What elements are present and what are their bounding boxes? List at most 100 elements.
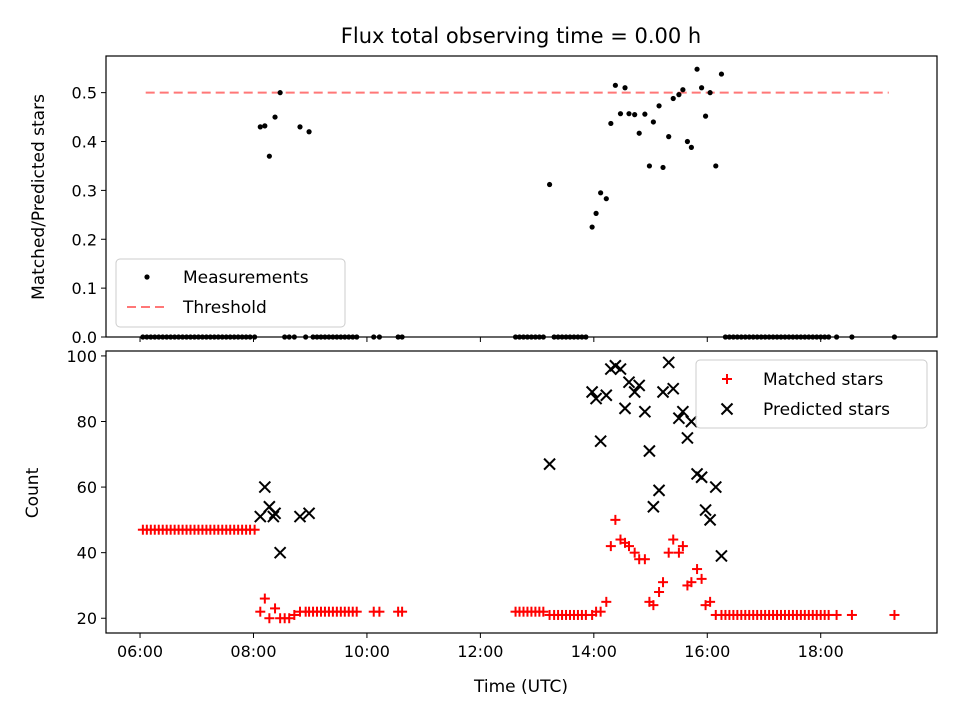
predicted-star-points — [254, 356, 728, 563]
bottom-y-axis-label: Count — [23, 467, 43, 518]
measurement-point — [790, 334, 796, 340]
measurement-point — [235, 334, 241, 340]
predicted-star-point — [628, 385, 641, 399]
measurement-point — [272, 114, 278, 120]
measurement-point — [303, 334, 309, 340]
predicted-star-point-b — [681, 431, 694, 445]
predicted-star-point-b — [676, 405, 690, 418]
measurement-point — [187, 334, 194, 340]
predicted-star-point-b — [656, 385, 670, 399]
measurement-point — [718, 71, 725, 77]
predicted-star-point — [638, 405, 652, 418]
bottom-x-tick-label: 06:00 — [117, 642, 163, 661]
matched-star-point — [270, 603, 281, 614]
measurement-point — [160, 334, 166, 340]
measurement-point — [354, 334, 360, 340]
matched-star-point — [351, 606, 362, 617]
predicted-star-point-b — [638, 405, 652, 418]
matched-star-point — [654, 587, 665, 598]
measurement-point — [742, 334, 748, 340]
measurement-point — [516, 334, 523, 340]
measurement-point — [532, 334, 538, 340]
top-y-tick-label: 0.4 — [72, 133, 97, 152]
predicted-star-point-b — [643, 444, 656, 458]
measurement-point — [297, 124, 303, 130]
measurement-point — [646, 163, 653, 169]
measurement-point — [144, 334, 150, 340]
measurement-point — [593, 210, 599, 216]
measurement-point — [754, 334, 760, 340]
measurement-point — [849, 334, 855, 340]
bottom-y-tick-label: 20 — [77, 609, 97, 628]
measurement-point — [722, 334, 729, 340]
matched-star-point — [889, 609, 900, 620]
predicted-star-point-b — [268, 507, 282, 520]
bottom-legend: Matched stars Predicted stars — [695, 359, 928, 429]
matched-star-point — [374, 606, 385, 617]
matched-star-point — [677, 541, 688, 552]
measurement-point — [632, 112, 638, 118]
measurement-point — [559, 334, 565, 340]
measurement-point — [399, 334, 405, 340]
bottom-y-tick-label: 60 — [77, 478, 97, 497]
measurement-point — [524, 334, 531, 340]
matched-star-point — [696, 573, 707, 584]
measurement-point — [636, 130, 642, 136]
measurement-point — [330, 334, 336, 340]
matched-star-point — [648, 600, 659, 611]
measurement-point — [622, 85, 628, 91]
predicted-star-point — [699, 503, 712, 517]
measurement-point — [318, 334, 324, 340]
matched-star-point — [673, 547, 684, 558]
measurement-point — [656, 103, 662, 109]
bottom-y-tick-label: 80 — [77, 413, 97, 432]
measurement-point — [176, 334, 182, 340]
predicted-star-point — [643, 444, 656, 458]
matched-star-point — [284, 613, 295, 624]
measurement-point — [766, 334, 772, 340]
matched-star-point — [538, 606, 549, 617]
measurement-points — [140, 66, 898, 340]
matched-star-point — [705, 596, 716, 607]
predicted-star-point — [681, 431, 694, 445]
measurement-point — [713, 163, 719, 169]
matched-star-point — [264, 613, 275, 624]
measurement-point — [567, 334, 573, 340]
bottom-x-tick-label: 10:00 — [344, 642, 390, 661]
matched-star-points — [137, 514, 900, 624]
legend-predicted-marker — [720, 402, 734, 416]
bottom-y-ticks: 20 40 60 80 100 — [66, 347, 106, 628]
predicted-star-point — [594, 434, 607, 448]
measurement-point — [660, 164, 666, 171]
measurement-point — [207, 334, 213, 340]
measurement-point — [540, 334, 546, 340]
measurement-point — [802, 334, 808, 340]
measurement-point — [199, 334, 206, 340]
measurement-point — [608, 120, 614, 127]
measurement-point — [676, 92, 682, 98]
measurement-point — [794, 334, 800, 340]
matched-star-point — [692, 564, 703, 575]
measurement-point — [286, 334, 292, 340]
measurement-point — [342, 334, 348, 340]
predicted-star-point-b — [618, 402, 632, 415]
measurement-point — [786, 334, 792, 340]
bottom-y-tick-label: 40 — [77, 544, 97, 563]
predicted-star-point-b — [699, 503, 712, 517]
measurement-point — [738, 334, 744, 340]
predicted-star-point-b — [622, 375, 636, 389]
predicted-star-point-b — [632, 379, 646, 392]
predicted-star-point — [709, 480, 722, 494]
predicted-star-point-b — [662, 356, 675, 369]
matched-star-point — [289, 609, 300, 620]
predicted-star-point — [662, 356, 675, 369]
bottom-legend-box — [695, 359, 928, 429]
measurement-point — [239, 334, 245, 340]
legend-predicted-label: Predicted stars — [763, 400, 890, 420]
measurement-point — [164, 334, 170, 340]
measurement-point — [684, 138, 691, 145]
predicted-star-point-b — [667, 382, 680, 395]
top-y-tick-label: 0.1 — [72, 279, 97, 298]
measurement-point — [891, 334, 898, 340]
matched-star-point — [595, 606, 606, 617]
